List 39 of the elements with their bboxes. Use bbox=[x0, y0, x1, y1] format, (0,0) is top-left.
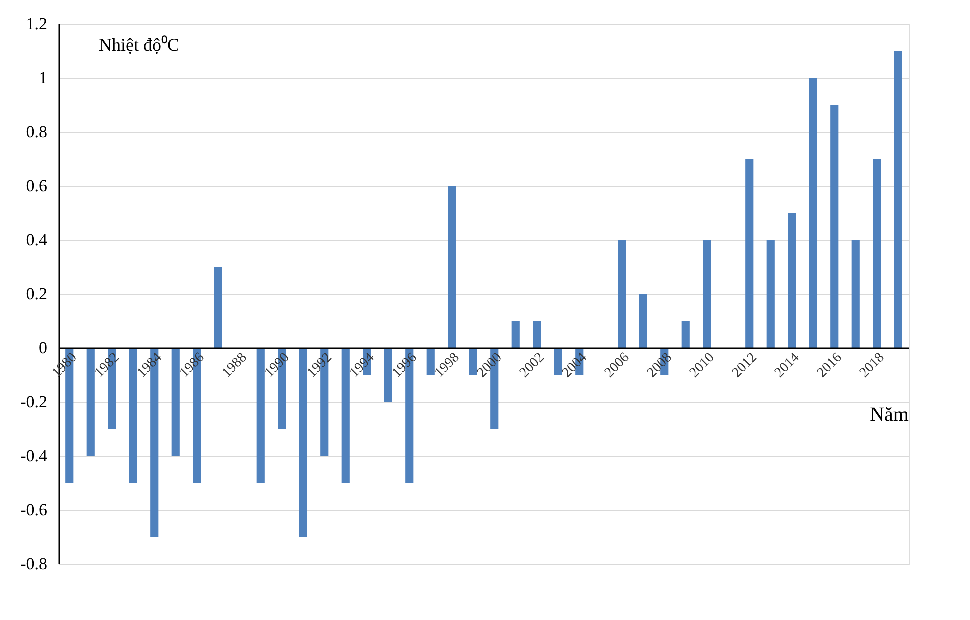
y-tick-label: 0.8 bbox=[26, 122, 48, 142]
bar bbox=[469, 348, 478, 375]
bar bbox=[342, 348, 350, 483]
bar bbox=[703, 240, 712, 348]
bar bbox=[384, 348, 392, 402]
bar bbox=[512, 321, 520, 348]
bar bbox=[788, 213, 796, 348]
y-tick-label: -0.2 bbox=[20, 392, 48, 412]
bar bbox=[448, 186, 456, 348]
bar bbox=[809, 78, 818, 348]
y-tick-label: 1.2 bbox=[26, 14, 48, 34]
x-axis-title: Năm bbox=[870, 404, 910, 426]
bar bbox=[682, 321, 690, 348]
bar bbox=[86, 348, 95, 456]
bar bbox=[533, 321, 542, 348]
y-tick-label: 0.4 bbox=[26, 230, 48, 250]
bar bbox=[129, 348, 138, 483]
y-tick-label: 1 bbox=[39, 68, 48, 88]
y-tick-label: 0.6 bbox=[26, 176, 48, 196]
y-tick-label: -0.8 bbox=[20, 554, 48, 574]
y-tick-label: -0.6 bbox=[20, 500, 48, 520]
y-tick-label: 0 bbox=[39, 338, 48, 358]
bar bbox=[256, 348, 265, 483]
bar bbox=[172, 348, 180, 456]
bar bbox=[830, 105, 839, 348]
bar bbox=[852, 240, 860, 348]
y-axis-title: Nhiệt độ⁰C bbox=[99, 35, 180, 55]
bar bbox=[426, 348, 435, 375]
bar bbox=[299, 348, 308, 537]
bar bbox=[766, 240, 775, 348]
y-tick-label: 0.2 bbox=[26, 284, 48, 304]
y-tick-label: -0.4 bbox=[20, 446, 48, 466]
bar bbox=[618, 240, 626, 348]
bar bbox=[214, 267, 222, 348]
bar bbox=[639, 294, 648, 348]
bar bbox=[746, 159, 754, 348]
bar bbox=[894, 51, 902, 348]
bar bbox=[873, 159, 882, 348]
bar bbox=[554, 348, 562, 375]
